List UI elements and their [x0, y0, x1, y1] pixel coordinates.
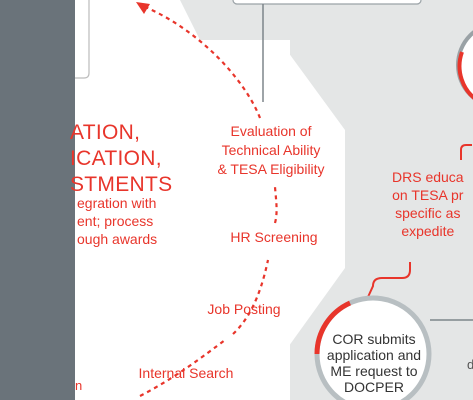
- cor-text-block: COR submits application and ME request t…: [318, 331, 430, 395]
- cor-line-4: DOCPER: [344, 379, 404, 395]
- center-light-panel: [150, 0, 345, 400]
- cor-line-2: application and: [326, 347, 422, 363]
- description-line-1: egration with: [77, 195, 157, 211]
- process-dashed-arrow: [139, 4, 278, 397]
- description-line-3: ough awards: [77, 231, 158, 247]
- step-job-posting: Job Posting: [207, 301, 281, 317]
- drs-connector: [367, 144, 472, 298]
- drs-line-4: expedite: [401, 223, 455, 239]
- top-right-circle-red-arc: [457, 51, 473, 100]
- step-internal-search: Internal Search: [138, 365, 234, 381]
- drs-line-1: DRS educa: [392, 169, 464, 185]
- drs-text-block: DRS educa on TESA pr specific as expedit…: [392, 168, 464, 240]
- evaluation-line-3: & TESA Eligibility: [217, 161, 325, 177]
- heading-line-3: STMENTS: [70, 173, 173, 196]
- cor-circle-red-arc: [314, 300, 352, 355]
- bottom-left-fragment: n: [75, 378, 83, 393]
- drs-line-2: on TESA pr: [392, 187, 464, 203]
- description-line-2: ent; process: [77, 213, 154, 229]
- step-evaluation: Evaluation of Technical Ability & TESA E…: [210, 122, 332, 179]
- left-description: egration with ent; process ough awards: [77, 194, 157, 248]
- right-edge-fragment: d: [467, 357, 473, 372]
- dashed-arrow-head: [136, 2, 150, 14]
- heading-line-2: ICATION,: [70, 147, 162, 170]
- top-left-card: [75, 0, 90, 79]
- left-sidebar-bar: [0, 0, 75, 400]
- cor-line-1: COR submits: [332, 331, 416, 347]
- evaluation-line-1: Evaluation of: [230, 123, 312, 139]
- left-heading: ATION, ICATION, STMENTS: [70, 120, 172, 198]
- step-hr-screening: HR Screening: [230, 229, 318, 245]
- cor-line-3: ME request to: [330, 363, 418, 379]
- evaluation-line-2: Technical Ability: [221, 142, 321, 158]
- drs-line-3: specific as: [395, 205, 461, 221]
- heading-line-1: ATION,: [70, 121, 141, 144]
- top-center-box: [232, 0, 422, 5]
